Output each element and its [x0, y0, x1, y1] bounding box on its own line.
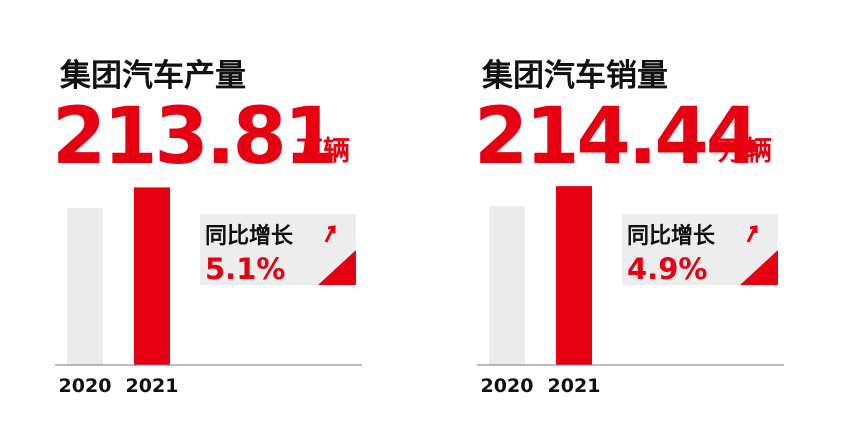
- chart-title: 集团汽车产量: [59, 58, 246, 94]
- unit: 万辆: [296, 136, 350, 167]
- x-tick-label: 2020: [481, 375, 534, 397]
- x-tick-label: 2021: [126, 375, 179, 397]
- growth-corner: [318, 250, 356, 285]
- growth-arrow: [746, 225, 758, 243]
- bar: [489, 206, 525, 365]
- bar: [556, 186, 592, 365]
- growth-annotation: 同比增长: [627, 223, 716, 249]
- chart-title: 集团汽车销量: [481, 58, 668, 94]
- growth-corner: [740, 250, 778, 285]
- growth-box: [200, 214, 356, 285]
- x-tick-label: 2021: [548, 375, 601, 397]
- x-tick-label: 2020: [59, 375, 112, 397]
- growth-box: [622, 214, 778, 285]
- growth-annotation: 同比增长: [205, 223, 294, 249]
- headline-value: 214.44: [474, 92, 757, 182]
- growth-arrow: [324, 225, 336, 243]
- bar: [67, 208, 103, 365]
- unit: 万辆: [718, 136, 772, 167]
- bar: [134, 187, 170, 365]
- growth-value: 5.1%: [205, 252, 285, 286]
- growth-value: 4.9%: [627, 252, 707, 286]
- headline-value: 213.81: [52, 92, 335, 182]
